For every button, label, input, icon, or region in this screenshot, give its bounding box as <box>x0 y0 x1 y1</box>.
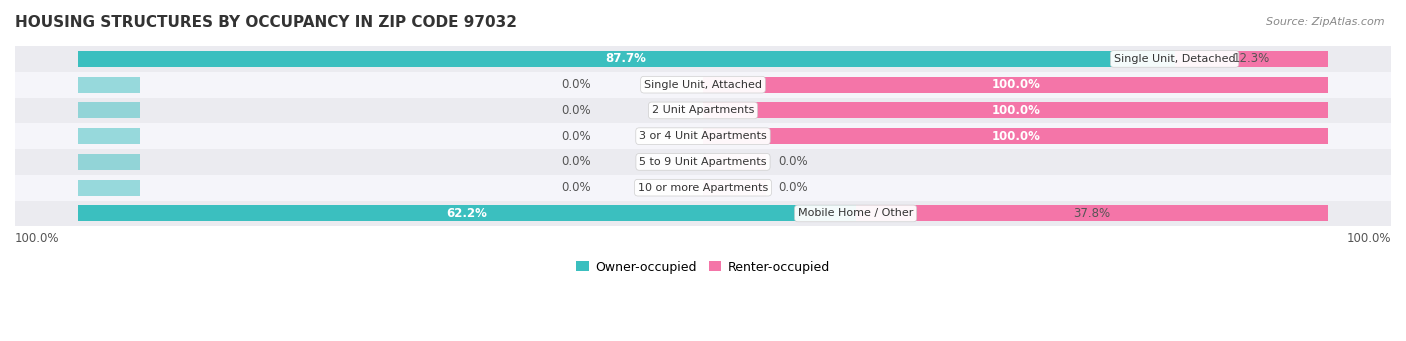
Bar <box>1174 51 1329 67</box>
Text: HOUSING STRUCTURES BY OCCUPANCY IN ZIP CODE 97032: HOUSING STRUCTURES BY OCCUPANCY IN ZIP C… <box>15 15 517 30</box>
Text: 100.0%: 100.0% <box>991 104 1040 117</box>
Text: 62.2%: 62.2% <box>446 207 486 220</box>
Text: 0.0%: 0.0% <box>561 104 591 117</box>
Text: 3 or 4 Unit Apartments: 3 or 4 Unit Apartments <box>640 131 766 141</box>
Legend: Owner-occupied, Renter-occupied: Owner-occupied, Renter-occupied <box>571 255 835 279</box>
Bar <box>77 205 856 221</box>
Text: Source: ZipAtlas.com: Source: ZipAtlas.com <box>1267 17 1385 27</box>
Bar <box>703 154 765 170</box>
Bar <box>77 102 141 118</box>
Bar <box>77 51 1174 67</box>
Text: 0.0%: 0.0% <box>778 155 807 168</box>
Bar <box>15 123 1391 149</box>
Text: 0.0%: 0.0% <box>778 181 807 194</box>
Bar <box>15 149 1391 175</box>
Bar <box>15 98 1391 123</box>
Bar <box>15 46 1391 72</box>
Bar <box>856 205 1329 221</box>
Text: 2 Unit Apartments: 2 Unit Apartments <box>652 105 754 115</box>
Text: 0.0%: 0.0% <box>561 155 591 168</box>
Bar <box>77 128 141 144</box>
Text: 100.0%: 100.0% <box>991 130 1040 143</box>
Text: 5 to 9 Unit Apartments: 5 to 9 Unit Apartments <box>640 157 766 167</box>
Text: 0.0%: 0.0% <box>561 130 591 143</box>
Bar <box>77 154 141 170</box>
Bar <box>703 77 1329 93</box>
Bar <box>703 180 765 196</box>
Text: Mobile Home / Other: Mobile Home / Other <box>799 208 914 219</box>
Text: 100.0%: 100.0% <box>991 78 1040 91</box>
Text: 0.0%: 0.0% <box>561 78 591 91</box>
Text: 100.0%: 100.0% <box>1347 232 1391 245</box>
Text: 10 or more Apartments: 10 or more Apartments <box>638 183 768 193</box>
Text: Single Unit, Detached: Single Unit, Detached <box>1114 54 1236 64</box>
Text: 100.0%: 100.0% <box>15 232 59 245</box>
Bar <box>703 102 1329 118</box>
Text: 37.8%: 37.8% <box>1073 207 1111 220</box>
Text: Single Unit, Attached: Single Unit, Attached <box>644 80 762 90</box>
Bar <box>703 128 1329 144</box>
Bar <box>77 77 141 93</box>
Bar <box>15 175 1391 201</box>
Text: 12.3%: 12.3% <box>1233 53 1270 65</box>
Bar <box>15 72 1391 98</box>
Bar <box>15 201 1391 226</box>
Text: 0.0%: 0.0% <box>561 181 591 194</box>
Text: 87.7%: 87.7% <box>606 53 647 65</box>
Bar <box>77 180 141 196</box>
